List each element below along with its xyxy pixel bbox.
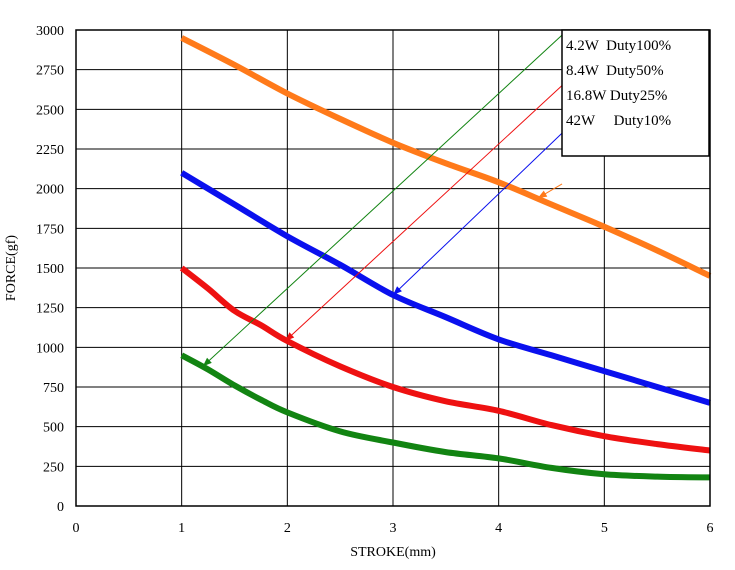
x-tick-label: 3 [390,521,397,536]
x-tick-label: 5 [601,521,608,536]
legend-pointer-line [202,32,565,367]
series-line [180,352,711,481]
y-tick-label: 2000 [36,183,64,198]
legend: 4.2W Duty100% 8.4W Duty50% 16.8W Duty25%… [561,29,710,157]
x-tick-label: 0 [73,521,80,536]
series-line [180,35,712,279]
tick-labels: 0 1 2 3 4 5 6 0 250 500 750 1000 1250 1500 1750 2000 225… [36,24,714,536]
y-tick-label: 750 [43,381,64,396]
legend-entry: 8.4W Duty50% [566,63,664,79]
y-tick-label: 1250 [36,302,64,317]
legend-pointer-line [392,132,563,296]
y-tick-label: 2250 [36,143,64,158]
legend-pointer-arrowhead [285,332,295,341]
x-tick-label: 1 [178,521,185,536]
legend-entry: 42W Duty10% [566,113,671,129]
legend-entry: 16.8W Duty25% [566,88,667,104]
legend-pointer-arrowhead [202,357,212,367]
y-tick-label: 1750 [36,222,64,237]
x-tick-label: 6 [707,521,714,536]
y-tick-label: 0 [57,500,64,515]
legend-pointer-line [284,85,563,342]
legend-pointer-arrowhead [393,286,402,295]
y-tick-label: 250 [43,460,64,475]
series-line [179,265,711,454]
plot-frame [75,29,711,507]
legend-box [561,29,710,157]
y-tick-label: 1500 [36,262,64,277]
series-line [180,170,711,406]
y-axis-label: FORCE(gf) [4,235,19,301]
x-tick-label: 4 [495,521,502,536]
y-tick-label: 2500 [36,103,64,118]
x-axis-label: STROKE(mm) [350,545,436,560]
series-layer [179,35,712,481]
y-tick-label: 3000 [36,24,64,39]
legend-pointer-arrowhead [537,190,548,199]
y-tick-label: 2750 [36,64,64,79]
y-tick-label: 500 [43,421,64,436]
y-tick-label: 1000 [36,341,64,356]
legend-pointers [202,32,565,367]
x-tick-label: 2 [284,521,291,536]
legend-entry: 4.2W Duty100% [566,38,671,54]
